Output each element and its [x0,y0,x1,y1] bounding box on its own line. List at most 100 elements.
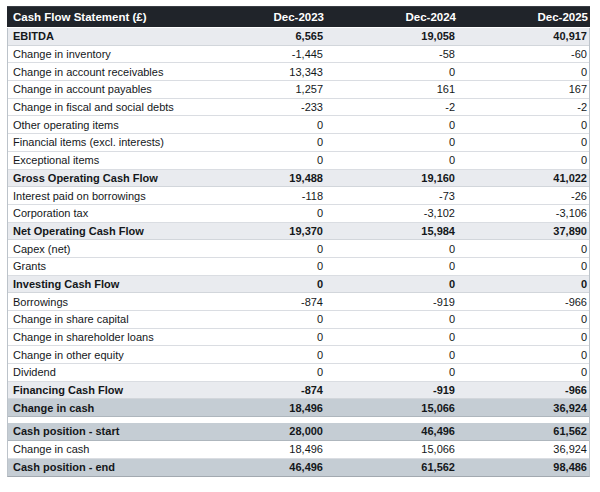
page: { "table": { "title": "Cash Flow Stateme… [0,0,600,492]
row-label: Change in share capital [8,313,193,325]
row-value: -73 [325,190,457,202]
row-label: Cash position - start [8,425,193,437]
row-label: Financial items (excl. interests) [8,136,193,148]
table-row: Grants000 [8,258,589,276]
row-value: -966 [457,384,589,396]
row-value: 0 [457,278,589,290]
row-label: Other operating items [8,119,193,131]
table-title: Cash Flow Statement (£) [7,11,194,23]
row-label: Borrowings [8,296,193,308]
table-row: Cash position - end46,49661,56298,486 [8,459,589,477]
row-value: 0 [457,366,589,378]
row-value: 46,496 [325,425,457,437]
table-row: Corporation tax0-3,102-3,106 [8,205,589,223]
row-value: 0 [325,154,457,166]
table-row: Change in share capital000 [8,311,589,329]
row-value: -60 [457,48,589,60]
row-value: 0 [325,313,457,325]
row-label: Net Operating Cash Flow [8,225,193,237]
table-row: Gross Operating Cash Flow19,48819,16041,… [8,170,589,188]
table-row: Borrowings-874-919-966 [8,293,589,311]
row-value: 0 [193,136,325,148]
row-value: -233 [193,101,325,113]
row-value: 0 [193,331,325,343]
row-value: 36,924 [457,443,589,455]
row-value: 0 [457,154,589,166]
row-label: Gross Operating Cash Flow [8,172,193,184]
table-row: EBITDA6,56519,05840,917 [8,28,589,46]
table-row: Capex (net)000 [8,240,589,258]
row-value: 0 [325,331,457,343]
row-value: 19,370 [193,225,325,237]
row-value: 40,917 [457,30,589,42]
row-value: 19,058 [325,30,457,42]
row-value: 0 [193,243,325,255]
row-value: 15,984 [325,225,457,237]
table-row: Change in shareholder loans000 [8,329,589,347]
row-value: -874 [193,296,325,308]
row-value: 0 [457,66,589,78]
row-value: 36,924 [457,402,589,414]
row-value: 0 [325,366,457,378]
row-value: 0 [193,207,325,219]
row-label: Financing Cash Flow [8,384,193,396]
row-label: Change in fiscal and social debts [8,101,193,113]
row-value: -3,106 [457,207,589,219]
row-value: 0 [457,349,589,361]
row-label: Change in cash [8,402,193,414]
table-row: Interest paid on borrowings-118-73-26 [8,187,589,205]
row-value: -58 [325,48,457,60]
row-label: Corporation tax [8,207,193,219]
row-label: Interest paid on borrowings [8,190,193,202]
row-value: 41,022 [457,172,589,184]
row-value: 28,000 [193,425,325,437]
table-header-row: Cash Flow Statement (£) Dec-2023 Dec-202… [7,6,590,28]
row-value: 167 [457,83,589,95]
row-label: Change in account payables [8,83,193,95]
table-row: Change in cash18,49615,06636,924 [8,441,589,459]
row-value: -26 [457,190,589,202]
table-row: Net Operating Cash Flow19,37015,98437,89… [8,223,589,241]
row-value: 37,890 [457,225,589,237]
column-header-dec-2023: Dec-2023 [194,11,326,23]
row-value: 0 [193,349,325,361]
row-label: Grants [8,260,193,272]
row-value: 0 [193,366,325,378]
row-value: 0 [325,243,457,255]
row-label: Change in inventory [8,48,193,60]
row-label: Dividend [8,366,193,378]
row-value: 0 [193,278,325,290]
row-value: 161 [325,83,457,95]
table-row: Exceptional items000 [8,152,589,170]
row-value: 18,496 [193,443,325,455]
row-value: 0 [457,331,589,343]
table-row: Change in cash18,49615,06636,924 [8,399,589,417]
row-value: -3,102 [325,207,457,219]
row-value: 0 [193,119,325,131]
row-value: -2 [457,101,589,113]
row-value: 6,565 [193,30,325,42]
row-label: Capex (net) [8,243,193,255]
column-header-dec-2024: Dec-2024 [326,11,458,23]
row-value: 0 [193,313,325,325]
row-value: -2 [325,101,457,113]
row-value: 0 [193,154,325,166]
table-row: Other operating items000 [8,116,589,134]
row-value: -966 [457,296,589,308]
table-body: EBITDA6,56519,05840,917Change in invento… [7,28,590,477]
row-value: 0 [325,260,457,272]
row-value: 0 [193,260,325,272]
row-label: EBITDA [8,30,193,42]
row-value: -1,445 [193,48,325,60]
row-value: 18,496 [193,402,325,414]
table-row: Financial items (excl. interests)000 [8,134,589,152]
row-label: Change in other equity [8,349,193,361]
row-value: 19,488 [193,172,325,184]
row-value: 0 [457,119,589,131]
row-value: 1,257 [193,83,325,95]
table-row: Change in inventory-1,445-58-60 [8,46,589,64]
row-value: 0 [457,313,589,325]
row-value: 0 [457,136,589,148]
row-value: 15,066 [325,402,457,414]
row-label: Change in account receivables [8,66,193,78]
